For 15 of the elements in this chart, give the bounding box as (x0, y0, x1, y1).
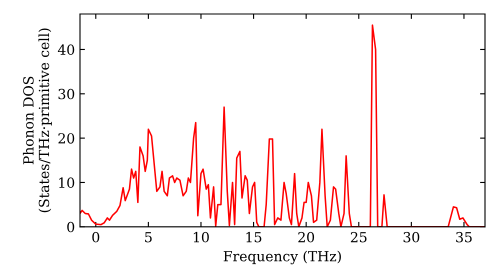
y-axis-title: Phonon DOS (States/THz·primitive cell) (22, 28, 52, 212)
x-axis-title: Frequency (THz) (224, 250, 341, 264)
x-tick-label: 35 (456, 232, 472, 242)
y-tick-label: 40 (58, 44, 74, 55)
y-tick-label: 30 (58, 88, 74, 100)
x-tick-label: 15 (246, 232, 262, 242)
y-tick-label: 20 (58, 133, 74, 144)
x-tick-label: 20 (298, 232, 314, 242)
x-tick-label: 5 (145, 232, 152, 242)
y-tick-label: 0 (67, 222, 74, 232)
x-tick-label: 10 (194, 232, 209, 242)
x-tick-label: 0 (92, 232, 100, 242)
x-tick-label: 30 (404, 232, 420, 242)
y-tick-label: 10 (59, 177, 74, 188)
x-tick-label: 25 (350, 232, 367, 242)
